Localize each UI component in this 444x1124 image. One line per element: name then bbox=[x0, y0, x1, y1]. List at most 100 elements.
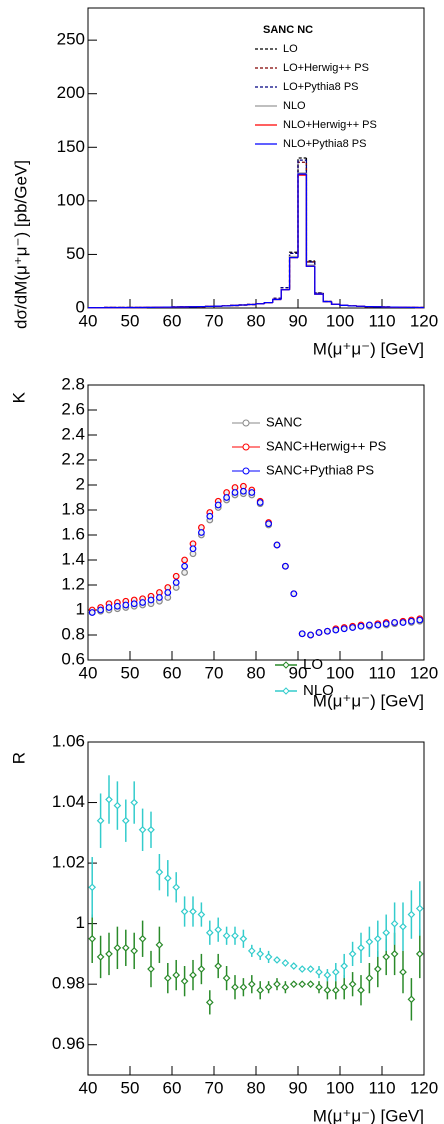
point bbox=[214, 501, 222, 509]
point bbox=[306, 965, 315, 973]
point bbox=[366, 621, 373, 629]
hist-step bbox=[314, 266, 324, 295]
point bbox=[180, 907, 189, 916]
y-tick-label: 0.6 bbox=[61, 649, 85, 668]
point bbox=[88, 934, 97, 943]
point bbox=[348, 980, 357, 989]
x-tick-label: 50 bbox=[121, 1078, 140, 1097]
legend-marker bbox=[242, 443, 250, 451]
hist-step bbox=[280, 289, 290, 300]
x-tick-label: 60 bbox=[163, 1078, 182, 1097]
point bbox=[315, 629, 323, 636]
point bbox=[172, 572, 180, 580]
x-tick-label: 40 bbox=[79, 1078, 98, 1097]
point bbox=[265, 520, 273, 528]
x-tick-label: 120 bbox=[410, 311, 438, 330]
y-axis-label: dσ/dM(μ⁺μ⁻) [pb/GeV] bbox=[11, 160, 30, 329]
point bbox=[88, 609, 96, 616]
y-tick-label: 2.2 bbox=[61, 449, 85, 468]
x-axis-label: M(μ⁺μ⁻) [GeV] bbox=[313, 339, 424, 358]
x-tick-label: 60 bbox=[163, 311, 182, 330]
x-tick-label: 100 bbox=[326, 1078, 354, 1097]
hist-step bbox=[322, 294, 332, 303]
legend-label: NLO+Pythia8 PS bbox=[283, 138, 366, 150]
point bbox=[273, 541, 281, 549]
x-tick-label: 80 bbox=[247, 663, 266, 682]
hist-step bbox=[314, 266, 324, 295]
point bbox=[256, 499, 264, 506]
point bbox=[256, 986, 265, 995]
point bbox=[340, 983, 349, 992]
hist-step bbox=[280, 289, 290, 300]
point bbox=[223, 494, 231, 501]
point bbox=[306, 980, 315, 989]
point bbox=[96, 816, 105, 825]
x-tick-label: 40 bbox=[79, 663, 98, 682]
point bbox=[365, 974, 374, 982]
hist-step bbox=[314, 260, 324, 294]
y-tick-label: 2.4 bbox=[61, 424, 85, 443]
point bbox=[231, 931, 239, 940]
point bbox=[163, 874, 172, 883]
hist-step bbox=[288, 255, 298, 290]
point bbox=[247, 947, 256, 955]
point bbox=[315, 983, 323, 992]
legend-label: NLO bbox=[283, 100, 306, 112]
point bbox=[374, 621, 382, 629]
point bbox=[390, 919, 399, 928]
x-tick-label: 50 bbox=[121, 311, 140, 330]
hist-step bbox=[305, 175, 315, 267]
point bbox=[197, 965, 206, 973]
point bbox=[348, 950, 357, 958]
point bbox=[307, 631, 315, 639]
point bbox=[239, 983, 248, 992]
legend-marker bbox=[242, 467, 250, 475]
point bbox=[408, 617, 415, 625]
hist-step bbox=[280, 289, 290, 300]
hist-step bbox=[330, 301, 340, 305]
point bbox=[181, 556, 189, 564]
hist-step bbox=[280, 286, 290, 299]
point bbox=[332, 626, 340, 634]
hist-step bbox=[297, 161, 307, 254]
point bbox=[147, 965, 155, 973]
y-tick-label: 0 bbox=[76, 297, 85, 316]
legend-marker bbox=[282, 661, 290, 669]
x-tick-label: 60 bbox=[163, 663, 182, 682]
point bbox=[247, 980, 256, 989]
point bbox=[239, 934, 248, 943]
hist-step bbox=[322, 293, 332, 303]
hist-step bbox=[288, 252, 298, 288]
point bbox=[138, 934, 147, 943]
y-tick-label: 1.2 bbox=[61, 574, 85, 593]
x-axis-label: M(μ⁺μ⁻) [GeV] bbox=[313, 1106, 424, 1124]
point bbox=[214, 925, 223, 934]
point bbox=[289, 980, 298, 989]
point bbox=[181, 562, 189, 570]
point bbox=[105, 950, 113, 958]
point bbox=[281, 983, 290, 992]
point bbox=[96, 953, 105, 961]
hist-step bbox=[314, 261, 324, 294]
point bbox=[222, 931, 231, 940]
point bbox=[164, 589, 172, 596]
point bbox=[340, 962, 349, 970]
point bbox=[323, 986, 332, 995]
hist-step bbox=[305, 174, 315, 267]
point bbox=[399, 619, 407, 626]
point bbox=[373, 934, 382, 943]
hist-step bbox=[297, 174, 307, 258]
hist-step bbox=[263, 301, 273, 304]
legend-label: LO+Herwig++ PS bbox=[283, 62, 369, 74]
point bbox=[121, 944, 130, 952]
point bbox=[189, 907, 197, 916]
point bbox=[214, 962, 223, 970]
hist-step bbox=[347, 305, 357, 307]
point bbox=[290, 590, 298, 598]
point bbox=[315, 968, 323, 976]
point bbox=[264, 983, 273, 992]
x-tick-label: 80 bbox=[247, 311, 266, 330]
point bbox=[239, 487, 247, 495]
point bbox=[323, 971, 332, 979]
point bbox=[415, 904, 424, 913]
